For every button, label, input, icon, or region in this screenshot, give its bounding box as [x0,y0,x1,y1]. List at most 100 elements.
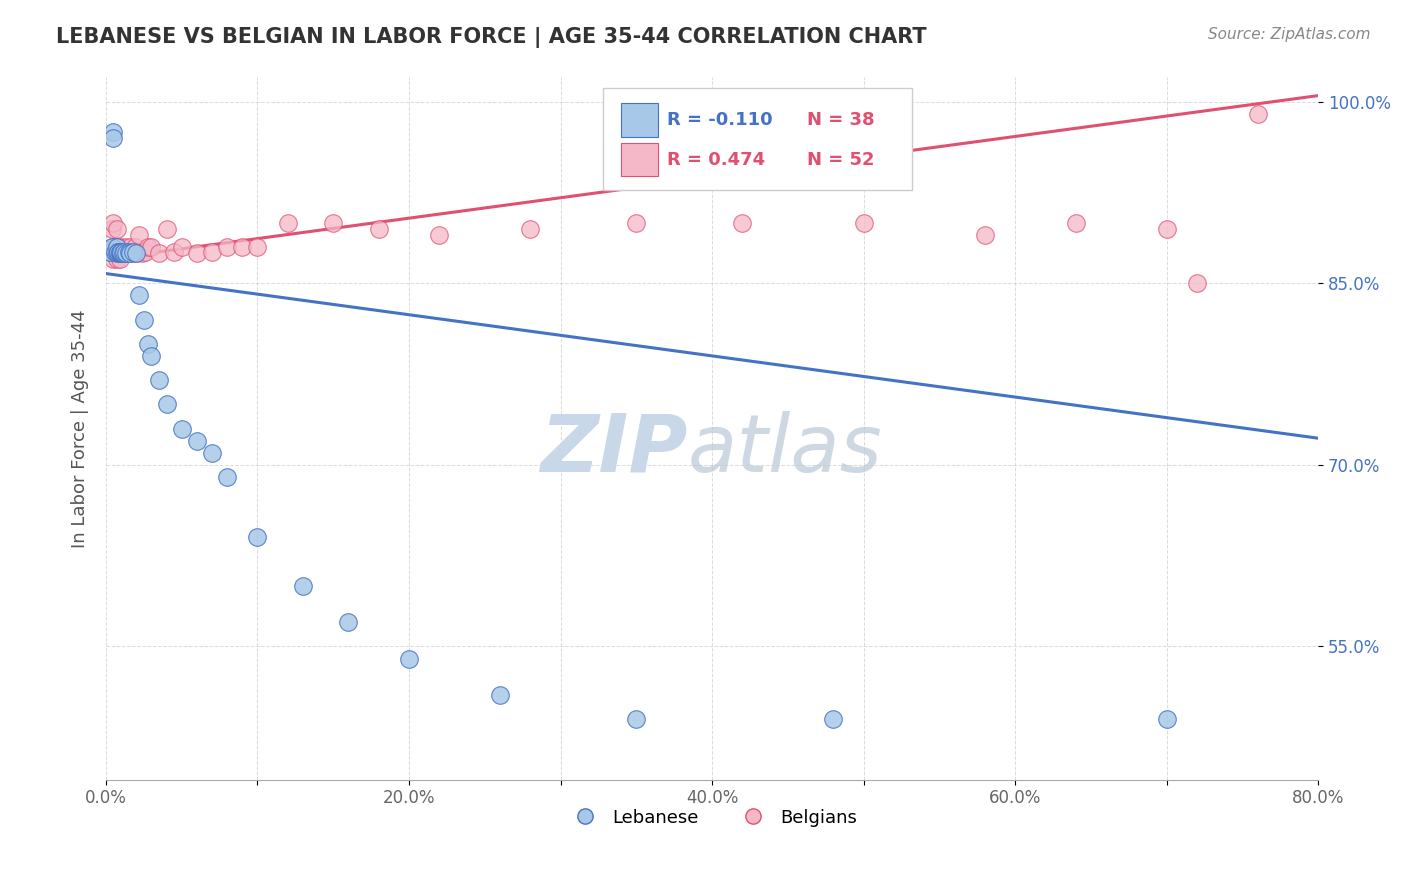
Point [108,246,131,260]
Point [141,240,163,254]
Point [121,246,143,260]
Text: LEBANESE VS BELGIAN IN LABOR FORCE | AGE 35-44 CORRELATION CHART: LEBANESE VS BELGIAN IN LABOR FORCE | AGE… [56,27,927,48]
Point [138,336,160,351]
Point [103,252,125,266]
Point [107,244,129,259]
Point [100,244,122,259]
Point [148,373,170,387]
Point [105,246,128,260]
Point [132,312,155,326]
Point [114,246,136,260]
Point [120,240,142,254]
Point [155,221,177,235]
Point [125,246,148,260]
Point [104,240,127,254]
Point [110,246,132,260]
Point [110,244,132,259]
Point [110,240,132,254]
Point [103,131,125,145]
Point [731,216,754,230]
Text: ZIP: ZIP [540,410,688,489]
Point [103,216,125,230]
Point [104,244,127,259]
Point [122,244,145,259]
Point [291,579,314,593]
Point [112,244,135,259]
Point [105,221,128,235]
Point [128,227,150,242]
Point [138,240,160,254]
Point [111,246,134,260]
Bar [621,143,658,177]
Point [107,244,129,259]
Point [117,244,139,259]
Point [852,216,875,230]
Point [122,244,145,259]
Point [117,244,139,259]
Point [626,216,648,230]
Point [246,531,269,545]
Point [217,470,239,484]
Point [128,288,150,302]
Point [277,216,299,230]
Point [105,252,128,266]
Point [489,688,512,702]
Point [367,221,389,235]
Point [322,216,344,230]
Point [110,246,132,260]
Point [823,712,845,726]
Point [100,244,122,259]
Text: R = 0.474: R = 0.474 [668,151,765,169]
Point [201,244,224,259]
Text: N = 52: N = 52 [807,151,875,169]
Point [246,240,269,254]
Point [112,244,135,259]
Point [1064,216,1087,230]
Point [101,221,124,235]
Point [163,244,186,259]
Point [107,240,129,254]
Point [108,244,131,259]
Point [1246,107,1268,121]
Point [111,246,134,260]
Point [1156,712,1178,726]
Point [120,246,142,260]
Text: atlas: atlas [688,410,883,489]
Point [201,446,224,460]
Point [1185,277,1208,291]
Point [141,349,163,363]
Point [134,244,156,259]
Point [107,244,129,259]
Point [101,240,124,254]
Point [104,244,127,259]
Point [108,252,131,266]
Text: N = 38: N = 38 [807,112,875,129]
Point [398,651,420,665]
Point [170,421,193,435]
Point [217,240,239,254]
Point [131,246,153,260]
FancyBboxPatch shape [603,88,912,190]
Point [103,125,125,139]
Point [427,227,450,242]
Point [114,240,136,254]
Point [101,240,124,254]
Point [337,615,360,630]
Point [155,397,177,411]
Point [231,240,253,254]
Point [148,246,170,260]
Text: Source: ZipAtlas.com: Source: ZipAtlas.com [1208,27,1371,42]
Bar [621,103,658,137]
Point [125,246,148,260]
Point [519,221,541,235]
Point [186,434,208,448]
Y-axis label: In Labor Force | Age 35-44: In Labor Force | Age 35-44 [72,310,89,548]
Point [108,244,131,259]
Point [1156,221,1178,235]
Point [973,227,995,242]
Point [124,240,146,254]
Legend: Lebanese, Belgians: Lebanese, Belgians [560,801,865,834]
Point [105,240,128,254]
Point [115,246,138,260]
Text: R = -0.110: R = -0.110 [668,112,773,129]
